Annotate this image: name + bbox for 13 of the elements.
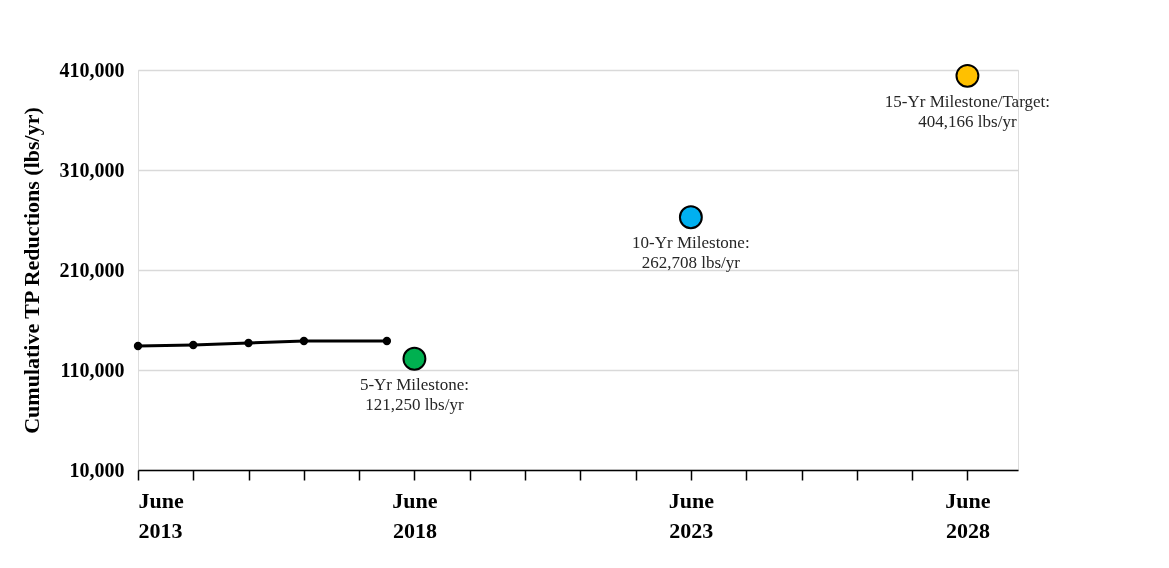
x-tick-label: June 2028 — [945, 487, 991, 543]
annotation: 10-Yr Milestone: 262,708 lbs/yr — [632, 233, 750, 273]
y-axis-title: Cumulative TP Reductions (lbs/yr) — [18, 107, 44, 434]
annotation: 15-Yr Milestone/Target: 404,166 lbs/yr — [884, 91, 1051, 131]
x-tick-label: June 2018 — [392, 487, 438, 543]
y-tick-label: 210,000 — [59, 258, 125, 281]
y-tick-label: 110,000 — [60, 358, 125, 381]
x-tick-label: June 2013 — [138, 487, 184, 543]
annotation: 5-Yr Milestone: 121,250 lbs/yr — [359, 374, 469, 414]
y-tick-label: 310,000 — [59, 158, 125, 181]
y-tick-label: 10,000 — [69, 458, 125, 481]
y-tick-label: 410,000 — [59, 58, 125, 81]
x-tick-label: June 2023 — [668, 487, 715, 543]
